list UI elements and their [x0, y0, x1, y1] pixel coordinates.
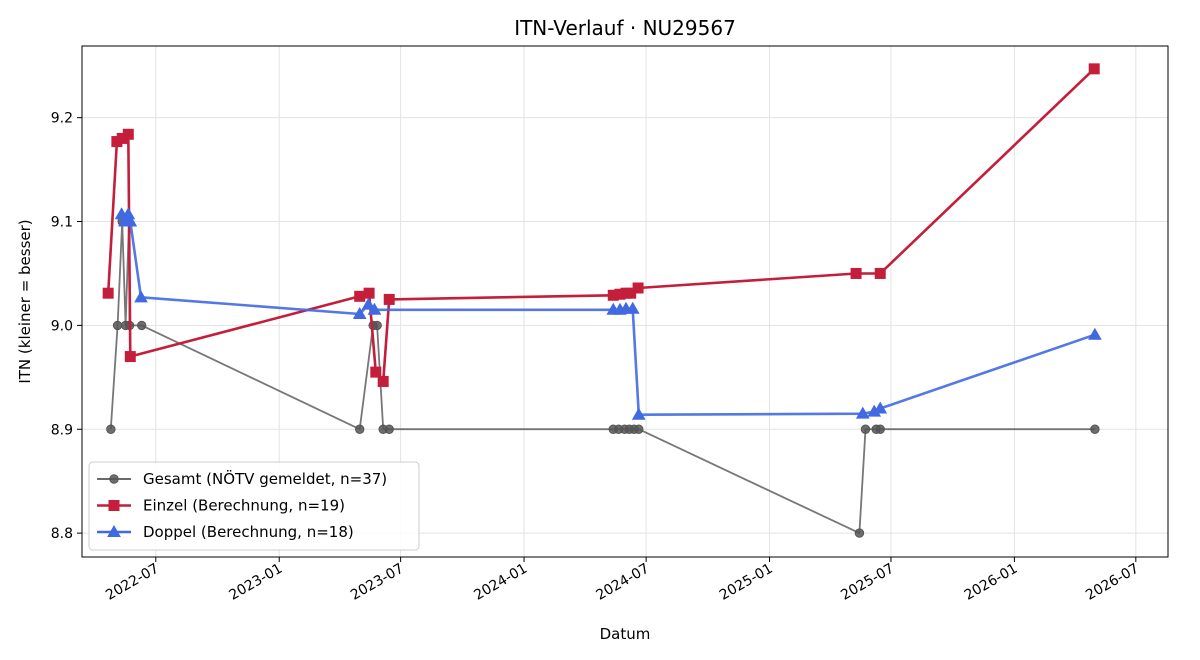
y-tick-label: 9.2: [51, 111, 73, 127]
y-tick-label: 8.9: [51, 422, 73, 438]
data-point: [1088, 63, 1100, 75]
data-point: [367, 302, 382, 315]
data-point: [136, 320, 147, 331]
x-tick-label: 2023-01: [227, 561, 286, 604]
series-square: [102, 63, 1100, 387]
legend-marker: [107, 524, 121, 537]
data-point: [363, 287, 375, 299]
data-point: [874, 267, 886, 279]
legend-marker: [108, 500, 120, 511]
plot-area-frame: [81, 45, 1169, 558]
plot-series: [102, 63, 1102, 538]
data-point: [355, 424, 365, 434]
x-tick-label: 2022-07: [103, 561, 162, 604]
x-tick-label: 2026-07: [1083, 561, 1142, 604]
data-point: [631, 407, 646, 420]
x-tick-label: 2023-07: [348, 561, 407, 604]
legend-label: Einzel (Berechnung, n=19): [143, 497, 345, 515]
x-tick-label: 2026-01: [962, 561, 1021, 604]
x-axis-label: Datum: [600, 625, 651, 643]
y-tick-label: 8.8: [51, 526, 73, 542]
data-point: [134, 290, 148, 303]
data-point: [361, 297, 376, 310]
x-tick-label: 2024-01: [471, 561, 530, 604]
x-tick-label: 2025-01: [717, 561, 776, 604]
data-point: [102, 287, 114, 299]
legend: Gesamt (NÖTV gemeldet, n=37) Einzel (Bere…: [88, 461, 420, 551]
data-point: [112, 320, 123, 331]
x-tick-label: 2025-07: [838, 561, 897, 604]
data-point: [123, 214, 138, 227]
y-tick-label: 9.0: [51, 318, 73, 334]
data-point: [632, 282, 644, 294]
data-point: [634, 424, 644, 434]
data-point: [1088, 327, 1102, 340]
data-point: [124, 351, 136, 363]
data-point: [384, 424, 394, 434]
data-point: [860, 424, 871, 434]
data-point: [625, 301, 640, 314]
legend-label: Gesamt (NÖTV gemeldet, n=37): [143, 469, 387, 488]
x-tick-label: 2024-07: [593, 561, 652, 604]
series-circle: [106, 216, 1100, 538]
y-axis-label: ITN (kleiner = besser): [16, 219, 34, 383]
grid: [82, 46, 1168, 557]
data-point: [372, 320, 382, 331]
data-point: [122, 128, 134, 140]
legend-box: [88, 461, 420, 551]
data-point: [106, 424, 116, 434]
data-point: [1090, 424, 1100, 434]
data-point: [377, 375, 389, 387]
data-point: [855, 406, 870, 419]
legend-label: Doppel (Berechnung, n=18): [143, 523, 354, 541]
legend-marker: [109, 474, 119, 484]
series-triangle: [114, 207, 1102, 420]
data-point: [850, 267, 862, 279]
data-point: [875, 424, 885, 434]
series-line: [106, 67, 1096, 383]
data-point: [873, 401, 888, 414]
data-point: [352, 306, 367, 319]
chart-title: ITN-Verlauf · NU29567: [514, 16, 736, 40]
data-point: [383, 293, 395, 305]
y-tick-label: 9.1: [51, 215, 73, 231]
data-point: [854, 528, 865, 538]
data-point: [354, 290, 366, 302]
data-point: [370, 366, 382, 378]
